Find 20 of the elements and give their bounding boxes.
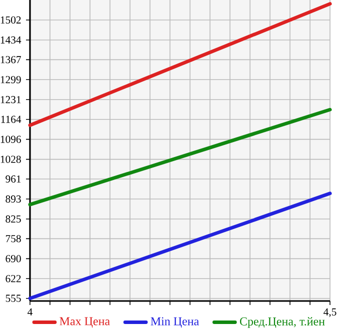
x-tick-label: 4 — [28, 308, 32, 316]
legend-label: Max Цена — [60, 317, 110, 328]
y-tick-label: 1434 — [0, 36, 22, 44]
legend-label: Min Цена — [150, 317, 199, 328]
y-tick-label: 690 — [6, 255, 21, 262]
y-tick-label: 758 — [6, 235, 21, 242]
y-tick-label: 1096 — [0, 136, 21, 143]
y-tick-label: 893 — [6, 195, 21, 203]
y-tick-label: 1028 — [0, 156, 21, 163]
y-tick-label: 1367 — [0, 56, 21, 64]
y-tick-label: 1502 — [0, 16, 21, 24]
y-tick-label: 1299 — [0, 76, 21, 84]
y-tick-label: 825 — [6, 215, 21, 223]
y-tick-label: 1231 — [0, 96, 21, 104]
legend-label: Сред.Цена, т.йен — [240, 317, 325, 328]
y-tick-label: 622 — [6, 275, 21, 282]
y-tick-label: 1164 — [1, 116, 22, 123]
y-tick-label: 961 — [6, 175, 21, 183]
x-tick-label: 4,5 — [324, 308, 336, 318]
y-tick-label: 555 — [6, 294, 21, 302]
